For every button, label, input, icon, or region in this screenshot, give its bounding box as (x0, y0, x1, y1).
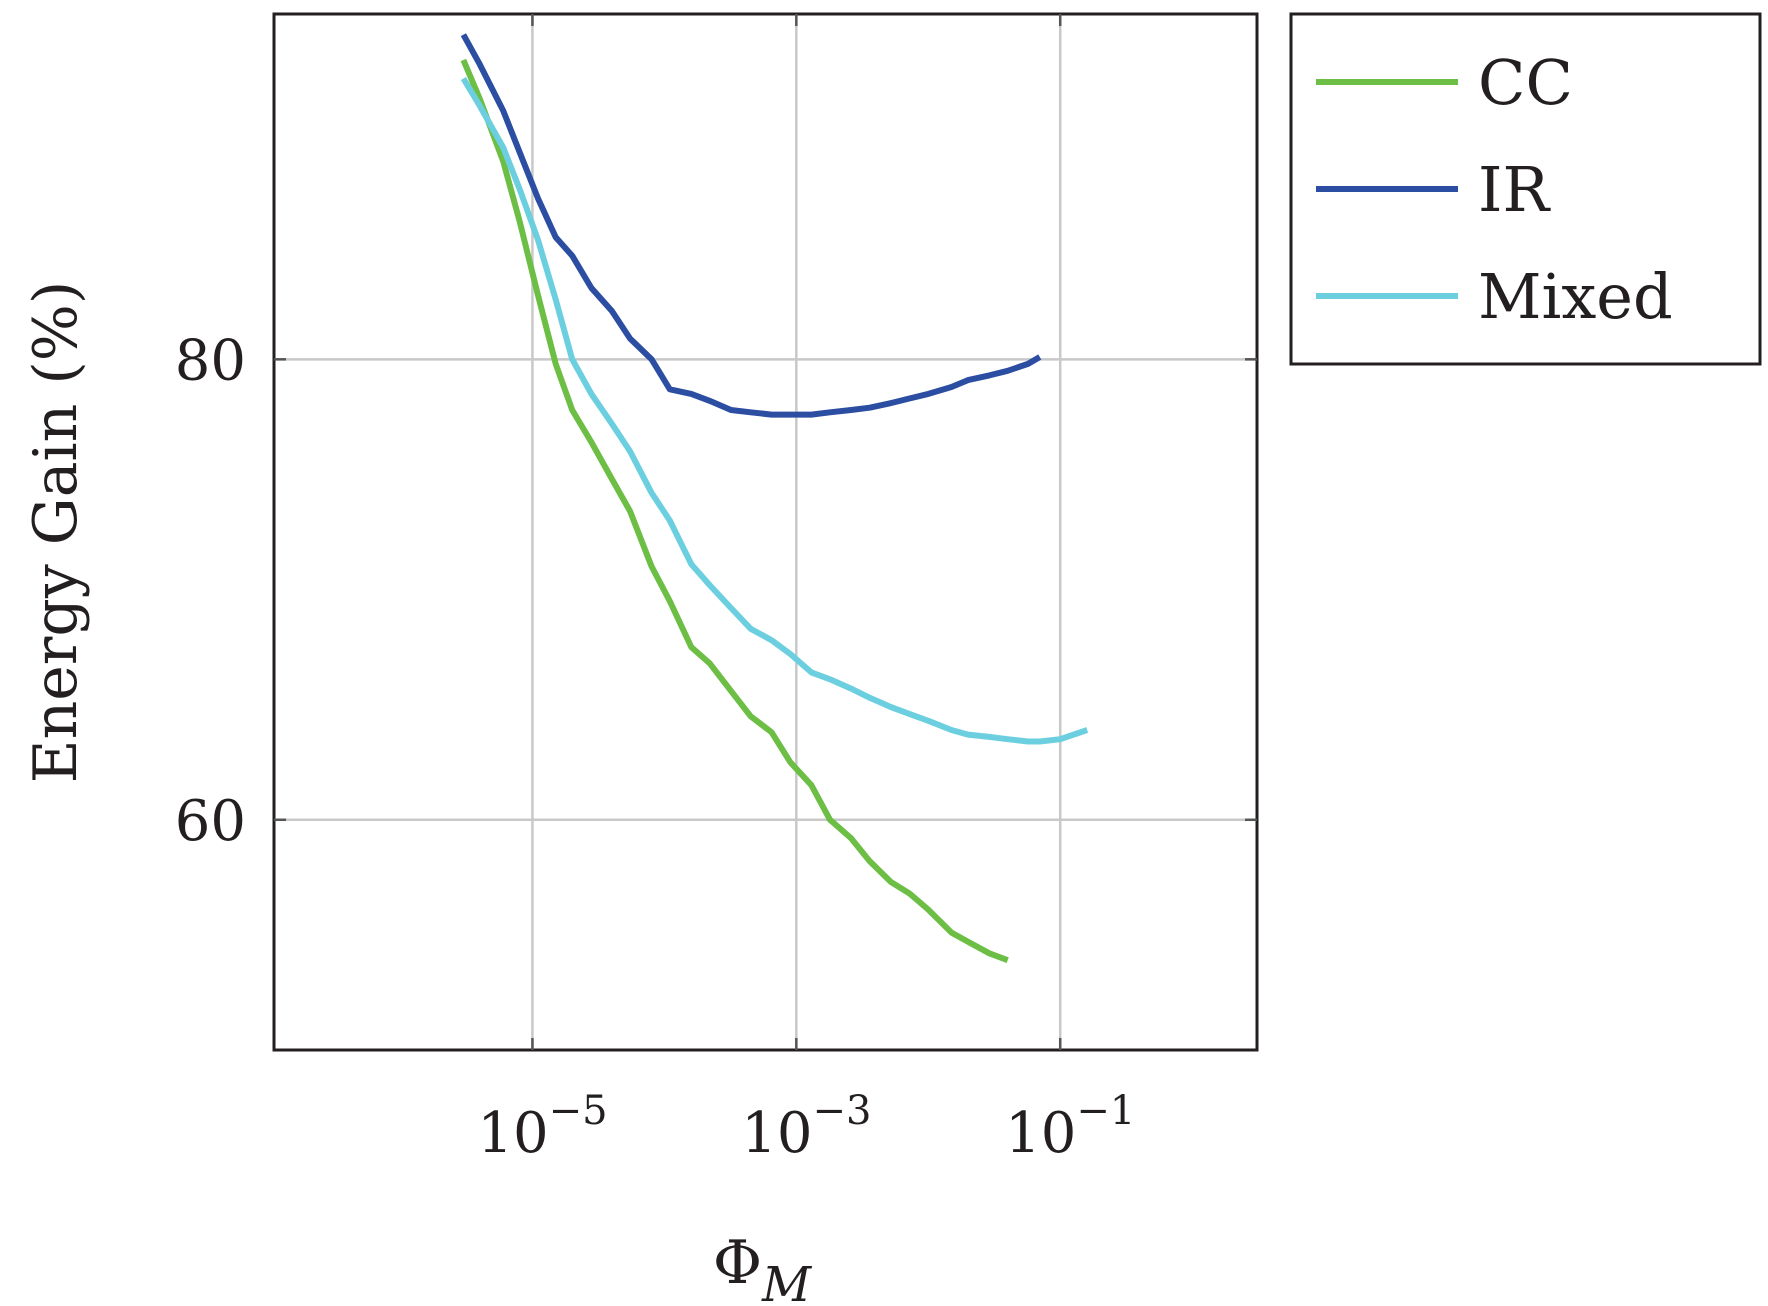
x-axis-label-base: Φ (713, 1228, 762, 1298)
y-axis-label: Energy Gain (%) (21, 281, 91, 783)
x-tick-label: 10−3 (741, 1088, 871, 1166)
plot-frame (272, 12, 1259, 1052)
x-tick-label: 10−1 (1005, 1088, 1135, 1166)
x-tick-label-base: 10 (1005, 1101, 1076, 1166)
legend: CC IR Mixed (1316, 46, 1673, 333)
legend-label-mixed: Mixed (1478, 260, 1673, 333)
series-line-cc (460, 58, 1009, 964)
x-tick-label-exponent: −5 (549, 1088, 608, 1134)
x-tick-label-exponent: −3 (812, 1088, 871, 1134)
x-tick-label: 10−5 (477, 1088, 607, 1166)
x-axis-label-subscript: M (761, 1257, 813, 1302)
x-tick-label-exponent: −1 (1076, 1088, 1135, 1134)
y-tick-label: 80 (175, 328, 246, 393)
legend-label-ir: IR (1478, 153, 1551, 226)
x-axis-label: ΦM (713, 1228, 813, 1302)
x-tick-label-base: 10 (477, 1101, 548, 1166)
series-line-mixed (460, 76, 1089, 745)
legend-box (1289, 12, 1762, 366)
series-line-ir (460, 33, 1042, 418)
series-layer (460, 33, 1089, 964)
legend-label-cc: CC (1478, 46, 1573, 119)
y-tick-label: 60 (175, 789, 246, 854)
x-tick-label-base: 10 (741, 1101, 812, 1166)
grid-layer (274, 14, 1257, 1050)
